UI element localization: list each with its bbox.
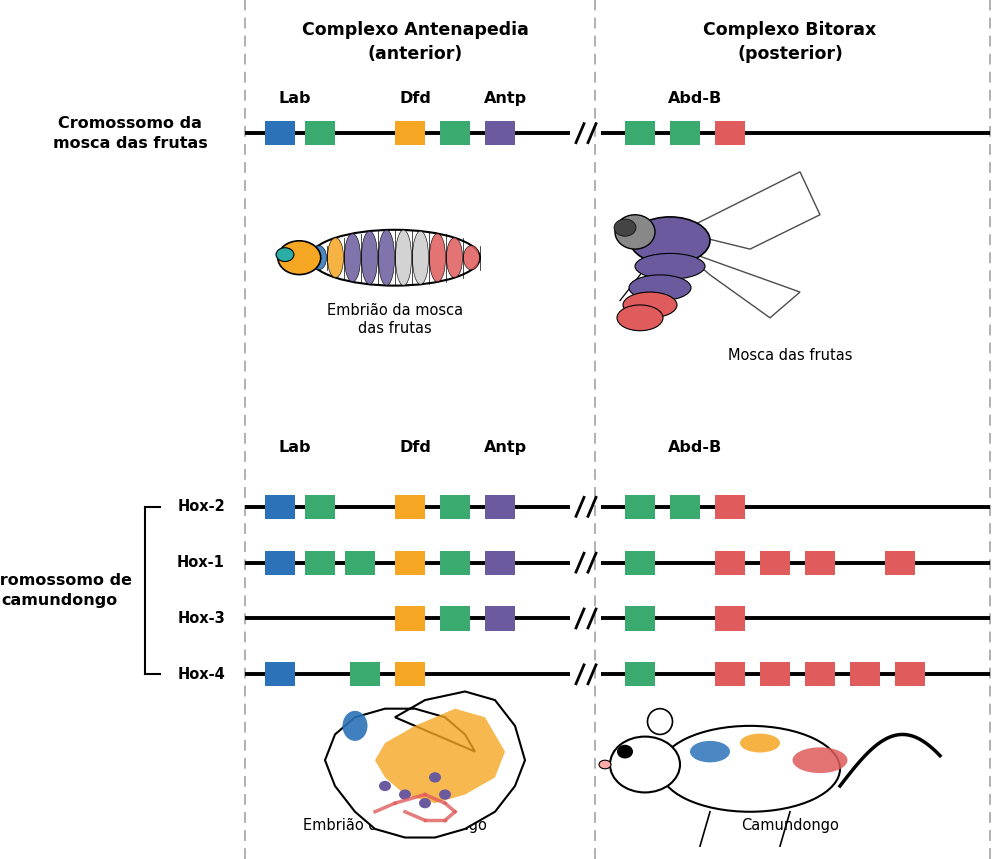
- Ellipse shape: [690, 740, 730, 763]
- FancyBboxPatch shape: [805, 551, 835, 575]
- Ellipse shape: [278, 241, 321, 275]
- Ellipse shape: [617, 305, 663, 331]
- Polygon shape: [680, 172, 820, 249]
- Ellipse shape: [740, 734, 780, 752]
- Text: Dfd: Dfd: [399, 91, 431, 106]
- Ellipse shape: [623, 292, 677, 318]
- Text: Cromossomo da
mosca das frutas: Cromossomo da mosca das frutas: [53, 116, 207, 150]
- FancyBboxPatch shape: [305, 551, 335, 575]
- FancyBboxPatch shape: [395, 606, 425, 631]
- Ellipse shape: [617, 745, 633, 758]
- Text: Abd-B: Abd-B: [668, 441, 722, 455]
- FancyBboxPatch shape: [265, 495, 295, 519]
- Ellipse shape: [310, 230, 480, 286]
- Ellipse shape: [793, 747, 848, 773]
- FancyBboxPatch shape: [850, 662, 880, 686]
- Ellipse shape: [399, 789, 411, 800]
- FancyBboxPatch shape: [440, 551, 470, 575]
- Ellipse shape: [344, 234, 361, 282]
- FancyBboxPatch shape: [715, 121, 745, 145]
- Ellipse shape: [378, 230, 395, 285]
- Text: Hox-2: Hox-2: [177, 499, 225, 515]
- FancyBboxPatch shape: [670, 495, 700, 519]
- Ellipse shape: [379, 781, 391, 791]
- FancyBboxPatch shape: [760, 662, 790, 686]
- Text: Hox-1: Hox-1: [177, 555, 225, 570]
- FancyBboxPatch shape: [265, 662, 295, 686]
- Ellipse shape: [361, 231, 378, 284]
- FancyBboxPatch shape: [440, 121, 470, 145]
- FancyBboxPatch shape: [760, 551, 790, 575]
- Text: Embrião de camundongo: Embrião de camundongo: [303, 818, 487, 832]
- Ellipse shape: [419, 798, 431, 808]
- Ellipse shape: [630, 217, 710, 264]
- Ellipse shape: [429, 772, 441, 783]
- Ellipse shape: [660, 726, 840, 812]
- FancyBboxPatch shape: [395, 495, 425, 519]
- FancyBboxPatch shape: [350, 662, 380, 686]
- Text: Lab: Lab: [279, 441, 311, 455]
- FancyBboxPatch shape: [485, 606, 515, 631]
- FancyBboxPatch shape: [715, 606, 745, 631]
- Ellipse shape: [648, 709, 672, 734]
- Polygon shape: [680, 249, 800, 318]
- FancyBboxPatch shape: [625, 662, 655, 686]
- Polygon shape: [375, 709, 505, 803]
- Ellipse shape: [429, 234, 446, 282]
- Ellipse shape: [599, 760, 611, 769]
- FancyBboxPatch shape: [440, 606, 470, 631]
- Text: Antp: Antp: [483, 91, 527, 106]
- FancyBboxPatch shape: [485, 121, 515, 145]
- Ellipse shape: [463, 246, 480, 270]
- Ellipse shape: [635, 253, 705, 279]
- Ellipse shape: [446, 238, 463, 277]
- Ellipse shape: [629, 275, 691, 301]
- Text: Cromossomo de
camundongo: Cromossomo de camundongo: [0, 573, 132, 608]
- FancyBboxPatch shape: [345, 551, 375, 575]
- Text: Dfd: Dfd: [399, 441, 431, 455]
- FancyBboxPatch shape: [440, 495, 470, 519]
- Ellipse shape: [610, 737, 680, 792]
- FancyBboxPatch shape: [305, 121, 335, 145]
- FancyBboxPatch shape: [805, 662, 835, 686]
- FancyBboxPatch shape: [485, 495, 515, 519]
- FancyBboxPatch shape: [625, 606, 655, 631]
- FancyBboxPatch shape: [265, 551, 295, 575]
- Text: Complexo Bitorax
(posterior): Complexo Bitorax (posterior): [703, 21, 877, 63]
- Text: Camundongo: Camundongo: [741, 818, 839, 832]
- FancyBboxPatch shape: [715, 551, 745, 575]
- Text: Antp: Antp: [483, 441, 527, 455]
- Ellipse shape: [395, 230, 412, 285]
- Text: Abd-B: Abd-B: [668, 91, 722, 106]
- FancyBboxPatch shape: [715, 662, 745, 686]
- Text: Embrião da mosca
das frutas: Embrião da mosca das frutas: [327, 303, 463, 336]
- Text: Hox-4: Hox-4: [177, 667, 225, 682]
- Polygon shape: [325, 691, 525, 838]
- Ellipse shape: [439, 789, 451, 800]
- Ellipse shape: [310, 246, 327, 270]
- FancyBboxPatch shape: [395, 662, 425, 686]
- FancyBboxPatch shape: [625, 121, 655, 145]
- Ellipse shape: [614, 219, 636, 236]
- Ellipse shape: [327, 238, 344, 277]
- Ellipse shape: [276, 247, 294, 261]
- Text: Complexo Antenapedia
(anterior): Complexo Antenapedia (anterior): [302, 21, 528, 63]
- Text: Hox-3: Hox-3: [177, 611, 225, 626]
- FancyBboxPatch shape: [305, 495, 335, 519]
- Text: Lab: Lab: [279, 91, 311, 106]
- FancyBboxPatch shape: [670, 121, 700, 145]
- Ellipse shape: [615, 215, 655, 249]
- Ellipse shape: [343, 711, 368, 740]
- FancyBboxPatch shape: [395, 551, 425, 575]
- FancyBboxPatch shape: [895, 662, 925, 686]
- FancyBboxPatch shape: [625, 551, 655, 575]
- FancyBboxPatch shape: [395, 121, 425, 145]
- FancyBboxPatch shape: [265, 121, 295, 145]
- Text: Mosca das frutas: Mosca das frutas: [728, 348, 852, 362]
- Ellipse shape: [412, 231, 429, 284]
- FancyBboxPatch shape: [625, 495, 655, 519]
- FancyBboxPatch shape: [885, 551, 915, 575]
- FancyBboxPatch shape: [715, 495, 745, 519]
- FancyBboxPatch shape: [485, 551, 515, 575]
